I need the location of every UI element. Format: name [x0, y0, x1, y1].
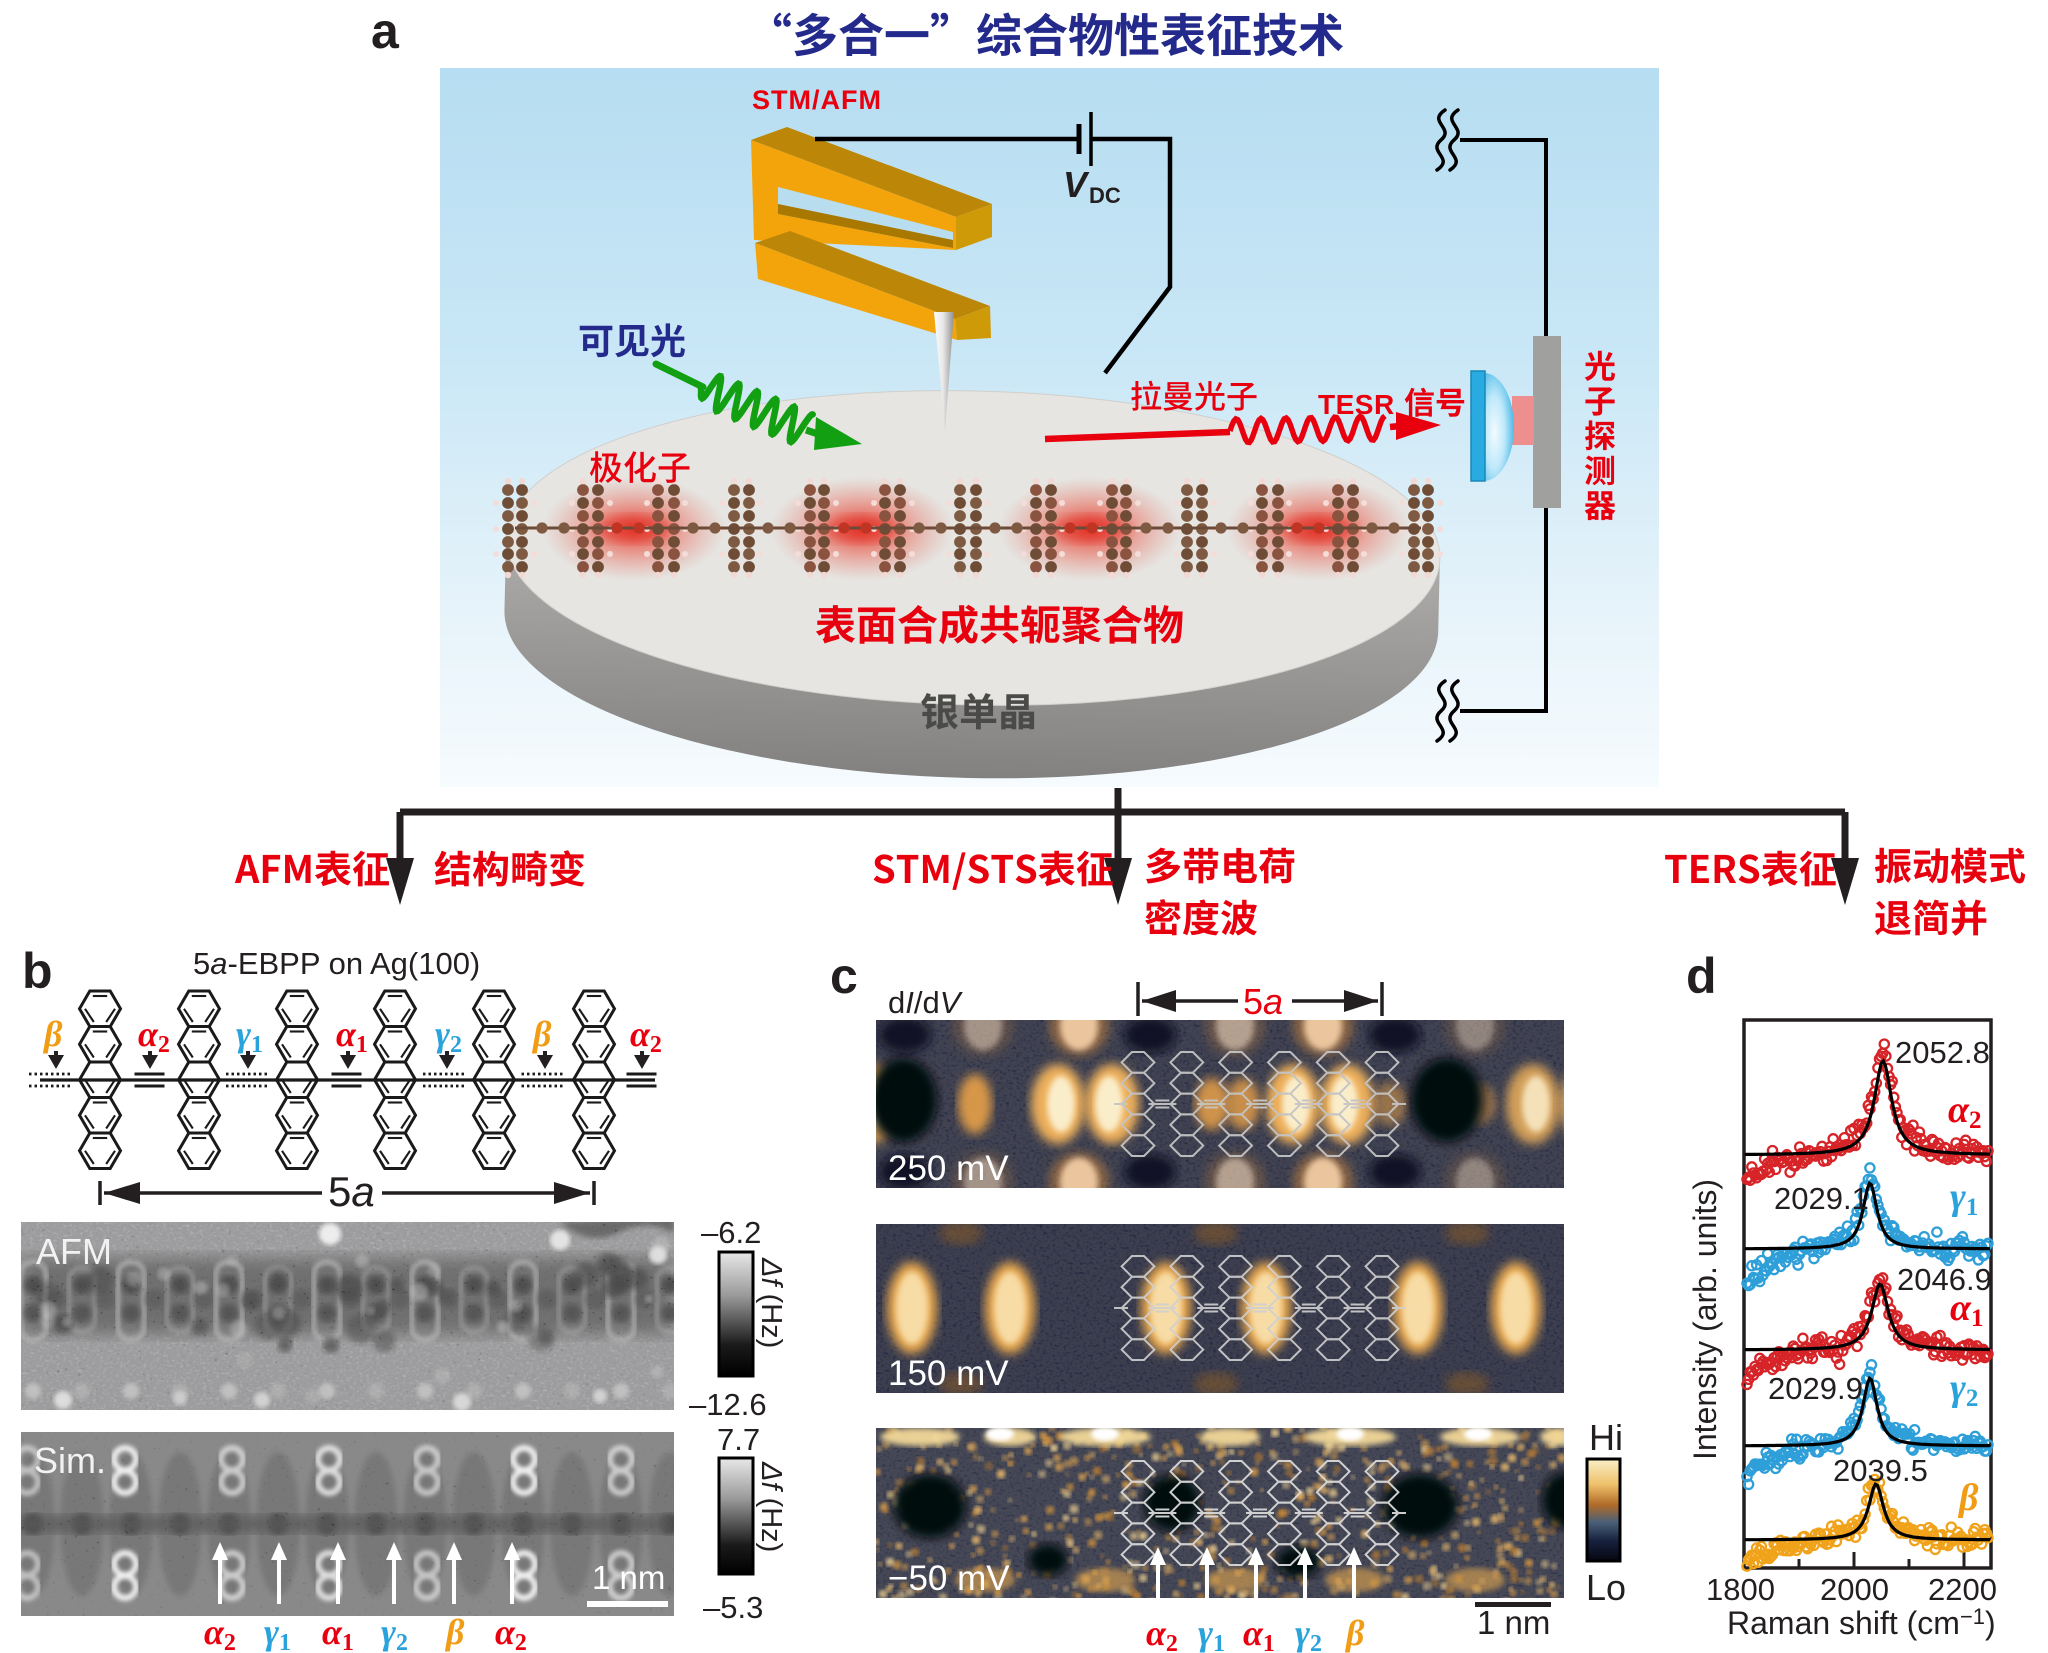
svg-text:–5.3: –5.3 [703, 1590, 763, 1625]
svg-text:a: a [371, 3, 400, 59]
svg-text:1800: 1800 [1706, 1572, 1775, 1607]
svg-text:−50 mV: −50 mV [888, 1559, 1010, 1598]
svg-text:2029.1: 2029.1 [1774, 1181, 1869, 1216]
svg-text:150 mV: 150 mV [888, 1354, 1009, 1393]
svg-text:TESR: TESR [1318, 389, 1395, 420]
svg-text:2000: 2000 [1820, 1572, 1889, 1607]
svg-text:7.7: 7.7 [717, 1422, 760, 1457]
svg-text:5a-EBPP on Ag(100): 5a-EBPP on Ag(100) [193, 946, 480, 981]
svg-text:5a: 5a [328, 1168, 375, 1215]
svg-text:γ1: γ1 [236, 1014, 263, 1058]
svg-text:2052.8: 2052.8 [1895, 1035, 1990, 1070]
svg-text:5a: 5a [1243, 981, 1283, 1022]
svg-text:b: b [22, 943, 53, 999]
svg-text:–6.2: –6.2 [701, 1215, 761, 1250]
svg-text:Δf (Hz): Δf (Hz) [755, 1257, 787, 1348]
svg-text:1 nm: 1 nm [1477, 1604, 1550, 1641]
svg-text:Intensity (arb. units): Intensity (arb. units) [1687, 1179, 1723, 1460]
svg-text:α2: α2 [1146, 1613, 1178, 1653]
svg-text:β: β [1344, 1613, 1365, 1653]
svg-text:250 mV: 250 mV [888, 1149, 1009, 1188]
svg-text:Raman shift (cm−1): Raman shift (cm−1) [1727, 1604, 1996, 1641]
svg-text:γ1: γ1 [264, 1612, 291, 1653]
svg-text:β: β [531, 1014, 552, 1054]
svg-text:dI/dV: dI/dV [888, 985, 964, 1020]
svg-text:AFM: AFM [36, 1231, 112, 1272]
svg-text:β: β [1957, 1477, 1979, 1519]
svg-text:Hi: Hi [1589, 1417, 1623, 1458]
svg-text:β: β [42, 1014, 63, 1054]
svg-text:STM/AFM: STM/AFM [752, 85, 882, 115]
svg-text:V: V [1063, 164, 1090, 205]
svg-text:β: β [444, 1612, 465, 1652]
svg-text:d: d [1686, 948, 1717, 1004]
svg-text:2046.9: 2046.9 [1897, 1262, 1992, 1297]
svg-text:2029.9: 2029.9 [1768, 1371, 1863, 1406]
svg-text:Δf (Hz): Δf (Hz) [755, 1461, 787, 1552]
svg-text:2039.5: 2039.5 [1833, 1453, 1928, 1488]
svg-text:γ1: γ1 [1198, 1613, 1225, 1653]
svg-text:1 nm: 1 nm [592, 1559, 665, 1596]
svg-text:DC: DC [1089, 183, 1121, 208]
svg-text:2200: 2200 [1928, 1572, 1997, 1607]
svg-text:–12.6: –12.6 [689, 1387, 767, 1422]
svg-text:γ2: γ2 [1295, 1613, 1322, 1653]
svg-text:c: c [830, 948, 858, 1004]
svg-text:Sim.: Sim. [34, 1440, 106, 1481]
svg-text:Lo: Lo [1586, 1567, 1626, 1608]
